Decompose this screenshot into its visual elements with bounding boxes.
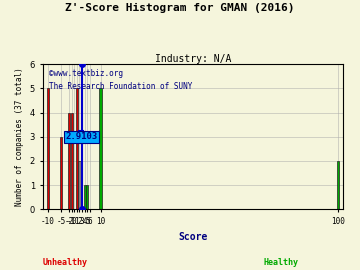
- Text: Z'-Score Histogram for GMAN (2016): Z'-Score Histogram for GMAN (2016): [65, 3, 295, 13]
- Text: ©www.textbiz.org: ©www.textbiz.org: [49, 69, 122, 78]
- Bar: [47, 89, 49, 209]
- Text: Unhealthy: Unhealthy: [42, 258, 87, 266]
- Bar: [68, 113, 70, 209]
- Text: The Research Foundation of SUNY: The Research Foundation of SUNY: [49, 82, 192, 91]
- Bar: [60, 137, 62, 209]
- Y-axis label: Number of companies (37 total): Number of companies (37 total): [15, 68, 24, 206]
- Bar: [71, 113, 73, 209]
- Bar: [76, 89, 78, 209]
- Bar: [99, 89, 102, 209]
- Bar: [86, 185, 89, 209]
- Title: Industry: N/A: Industry: N/A: [154, 53, 231, 63]
- Text: 2.9103: 2.9103: [66, 132, 98, 141]
- X-axis label: Score: Score: [178, 231, 207, 241]
- Bar: [78, 161, 81, 209]
- Bar: [337, 161, 339, 209]
- Bar: [84, 185, 86, 209]
- Text: Healthy: Healthy: [263, 258, 298, 266]
